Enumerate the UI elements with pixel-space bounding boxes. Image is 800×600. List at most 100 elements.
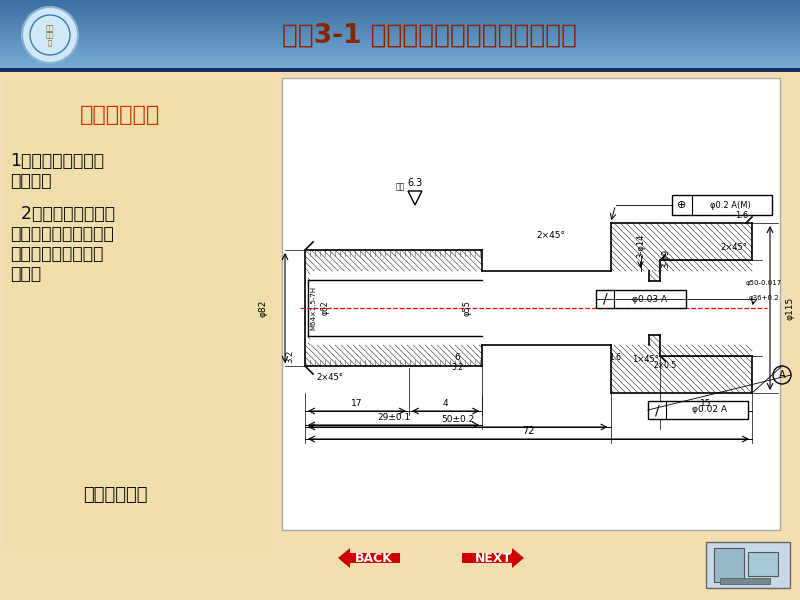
Bar [672, 195, 772, 215]
Bar [706, 542, 790, 588]
Bar [714, 548, 744, 582]
Text: 法兰盘零件图: 法兰盘零件图 [82, 486, 147, 504]
Bar [0, 61, 800, 62]
Text: 3-φ14: 3-φ14 [636, 234, 645, 258]
Text: 确定加工路线和装夹: 确定加工路线和装夹 [10, 245, 103, 263]
Text: M64×1.5-7H: M64×1.5-7H [310, 286, 316, 330]
Bar [0, 26, 800, 27]
Bar [0, 63, 800, 64]
Bar [0, 3, 800, 4]
Bar [0, 22, 800, 23]
Text: 1.6: 1.6 [610, 352, 622, 361]
Text: 15: 15 [701, 398, 712, 407]
Text: 情境3-1 法兰盘零件车削加工工艺编制: 情境3-1 法兰盘零件车削加工工艺编制 [282, 23, 578, 49]
Bar [0, 68, 800, 69]
Bar [0, 64, 800, 65]
Text: φ62: φ62 [321, 301, 330, 316]
Bar [0, 0, 800, 1]
Text: 机械
工组
集: 机械 工组 集 [46, 24, 54, 46]
Text: /: / [602, 292, 607, 306]
Text: 1.6: 1.6 [735, 211, 749, 220]
Bar [0, 11, 800, 12]
Text: φ0.2 A(M): φ0.2 A(M) [710, 200, 750, 209]
Text: 方案。: 方案。 [10, 265, 41, 283]
Bar [0, 69, 800, 70]
Bar [0, 60, 800, 61]
Bar [0, 37, 800, 38]
Bar [0, 10, 800, 11]
Bar [0, 44, 800, 45]
Text: 1．分析法兰盘零件: 1．分析法兰盘零件 [10, 152, 104, 170]
Text: /: / [654, 403, 659, 417]
Bar [0, 50, 800, 51]
Text: 2×45°: 2×45° [317, 373, 343, 383]
Text: 情境工作任务: 情境工作任务 [80, 105, 160, 125]
Text: φ0.02 A: φ0.02 A [693, 406, 727, 415]
Bar [0, 62, 800, 63]
Bar [0, 1, 800, 2]
Bar [0, 14, 800, 15]
Text: 3.2: 3.2 [451, 362, 463, 371]
Text: φ82: φ82 [258, 299, 267, 317]
Text: φ0.03 A: φ0.03 A [633, 295, 667, 304]
Bar [0, 36, 800, 37]
Bar [0, 6, 800, 7]
Bar [0, 24, 800, 25]
Bar [0, 49, 800, 50]
Text: 2×45°: 2×45° [721, 244, 747, 253]
Bar [0, 4, 800, 5]
Bar [0, 46, 800, 47]
Bar [0, 43, 800, 44]
Bar [0, 9, 800, 10]
Text: 72: 72 [522, 426, 534, 436]
Bar [0, 5, 800, 6]
Text: 2×0.5: 2×0.5 [654, 361, 677, 370]
Bar [0, 31, 800, 32]
Text: 6: 6 [454, 352, 460, 361]
Bar [0, 51, 800, 52]
Bar [596, 290, 686, 308]
Bar [0, 12, 800, 13]
Bar [0, 57, 800, 58]
Bar [0, 20, 800, 21]
Text: ⊕: ⊕ [678, 200, 686, 210]
Text: A: A [778, 370, 786, 380]
Text: 6.3: 6.3 [407, 178, 422, 188]
Bar [0, 65, 800, 66]
Text: 工艺性；: 工艺性； [10, 172, 51, 190]
Bar [0, 7, 800, 8]
Bar [0, 29, 800, 30]
Text: BACK: BACK [355, 551, 393, 565]
Bar [0, 66, 800, 67]
Text: 3.2: 3.2 [286, 349, 294, 362]
Text: 4: 4 [442, 398, 448, 407]
Text: 29±0.1: 29±0.1 [377, 413, 410, 421]
Bar [0, 58, 800, 59]
Bar [0, 23, 800, 24]
Text: φ115: φ115 [786, 296, 794, 320]
Bar [0, 55, 800, 56]
Bar [0, 8, 800, 9]
Bar [0, 17, 800, 18]
Bar [5, 80, 273, 550]
Bar [0, 59, 800, 60]
Bar [0, 35, 800, 36]
Text: 3-φ9: 3-φ9 [661, 248, 670, 268]
Bar [0, 19, 800, 20]
Polygon shape [338, 548, 400, 568]
Bar [0, 68, 800, 72]
Text: 件机械加工工艺文件，: 件机械加工工艺文件， [10, 225, 114, 243]
Bar [0, 40, 800, 41]
Text: NEXT: NEXT [474, 551, 511, 565]
Bar [0, 33, 800, 34]
Bar [0, 56, 800, 57]
Bar [0, 48, 800, 49]
Bar [0, 2, 800, 3]
Bar [720, 578, 770, 584]
Text: 2×45°: 2×45° [536, 230, 565, 239]
Circle shape [22, 7, 78, 63]
Bar [282, 78, 780, 530]
Bar [0, 21, 800, 22]
Text: 粗条: 粗条 [395, 182, 405, 191]
Text: 1×45°: 1×45° [632, 355, 659, 364]
